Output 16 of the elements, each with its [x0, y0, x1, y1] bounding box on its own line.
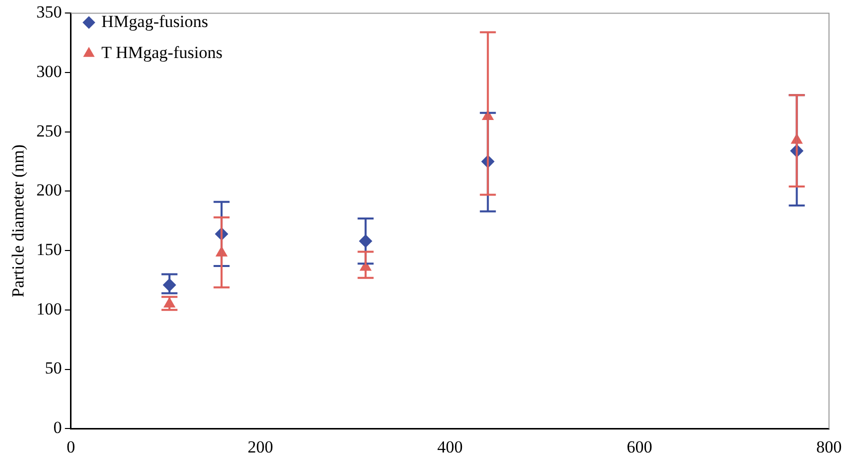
legend-label: T HMgag-fusions: [101, 42, 222, 62]
y-tick-label: 50: [44, 358, 62, 378]
y-tick-label: 0: [53, 418, 62, 438]
x-tick-label: 200: [248, 437, 274, 456]
x-tick-label: 0: [66, 437, 76, 456]
y-tick-label: 200: [36, 180, 62, 200]
y-axis-title: Particle diameter (nm): [8, 144, 28, 298]
x-tick-label: 400: [437, 437, 463, 456]
x-tick-label: 800: [816, 437, 842, 456]
y-tick-label: 250: [36, 121, 62, 140]
legend-label: HMgag-fusions: [101, 12, 208, 31]
y-tick-label: 150: [36, 240, 62, 260]
y-tick-label: 350: [36, 2, 62, 22]
y-tick-label: 300: [36, 62, 62, 82]
y-tick-label: 100: [36, 299, 62, 318]
x-tick-label: 600: [626, 437, 652, 456]
